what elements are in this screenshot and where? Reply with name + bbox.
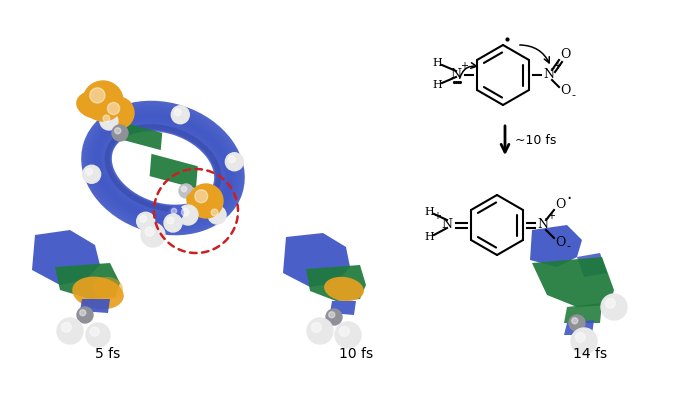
Circle shape [79,310,86,316]
Polygon shape [283,233,350,287]
Circle shape [90,327,99,336]
Circle shape [140,215,147,222]
Polygon shape [112,120,162,150]
Polygon shape [532,257,614,307]
Circle shape [569,315,585,331]
Circle shape [606,298,615,308]
Circle shape [195,190,208,203]
Polygon shape [530,225,582,267]
Circle shape [102,97,134,129]
Circle shape [103,115,110,122]
Circle shape [112,125,128,141]
Circle shape [86,323,110,347]
Polygon shape [306,265,366,301]
Circle shape [189,184,223,218]
Circle shape [108,103,120,115]
Ellipse shape [99,104,127,126]
Polygon shape [149,154,198,189]
Circle shape [83,165,101,183]
Text: 10 fs: 10 fs [339,347,373,361]
Text: 5 fs: 5 fs [95,347,121,361]
Circle shape [137,212,155,230]
Polygon shape [32,230,100,285]
Text: +: + [553,61,561,71]
Circle shape [575,332,585,342]
Circle shape [77,307,93,323]
Circle shape [175,109,182,116]
Circle shape [182,208,189,216]
Circle shape [86,168,92,175]
Circle shape [335,322,361,348]
Circle shape [178,205,198,225]
Text: N: N [442,217,453,231]
Text: N: N [538,217,549,231]
Polygon shape [55,263,120,299]
Text: +: + [460,61,468,71]
Text: 14 fs: 14 fs [573,347,607,361]
Circle shape [326,309,342,325]
Text: H: H [432,58,442,68]
Circle shape [601,294,627,320]
Ellipse shape [93,277,123,299]
Text: O: O [555,235,565,248]
Circle shape [62,322,71,332]
Circle shape [57,318,83,344]
Circle shape [171,106,189,124]
Text: H: H [424,207,434,217]
Polygon shape [80,299,110,313]
Text: H: H [432,80,442,90]
Polygon shape [330,301,356,315]
Circle shape [171,208,177,214]
Text: N: N [543,68,554,81]
Circle shape [225,153,243,171]
Circle shape [141,223,165,247]
Text: +: + [547,211,555,221]
Circle shape [572,318,578,324]
Text: -: - [571,90,575,100]
Circle shape [100,112,118,130]
Circle shape [307,318,333,344]
Circle shape [182,186,187,192]
Circle shape [208,206,226,224]
Circle shape [90,88,105,103]
Text: H: H [424,232,434,242]
Ellipse shape [76,91,116,119]
Circle shape [329,312,335,318]
Circle shape [211,209,218,216]
Text: +: + [433,211,441,221]
Text: O: O [555,198,565,211]
Text: ·: · [566,190,571,208]
Text: ~10 fs: ~10 fs [515,134,556,147]
Circle shape [145,227,154,236]
Circle shape [164,214,182,232]
Polygon shape [577,253,607,277]
Polygon shape [564,320,594,335]
Text: N: N [451,68,462,81]
Circle shape [312,322,321,332]
Ellipse shape [186,191,220,215]
Circle shape [228,156,235,163]
Circle shape [83,81,123,121]
Circle shape [114,128,121,134]
Circle shape [167,217,174,224]
Text: O: O [560,48,570,61]
Text: -: - [566,241,570,251]
Circle shape [340,327,349,336]
Circle shape [169,206,183,220]
Ellipse shape [72,277,124,309]
Circle shape [571,328,597,354]
Circle shape [179,184,193,198]
Polygon shape [564,303,602,323]
Ellipse shape [324,277,364,301]
Text: O: O [560,84,570,97]
